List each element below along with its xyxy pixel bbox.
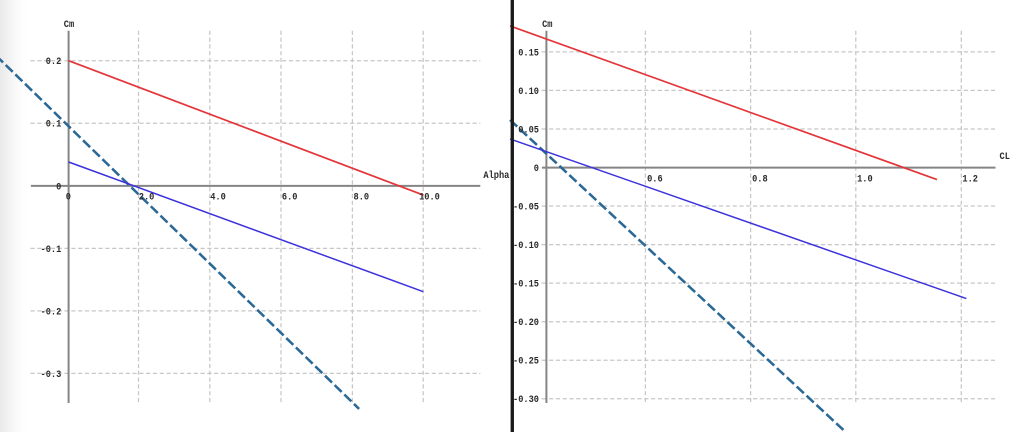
svg-text:Cm: Cm [542,20,552,31]
svg-text:-0.05: -0.05 [513,202,539,213]
svg-text:Alpha: Alpha [483,170,509,182]
svg-text:-0.10: -0.10 [513,241,539,252]
svg-text:-0.1: -0.1 [41,245,62,256]
svg-text:-0.3: -0.3 [41,370,62,381]
svg-text:-0.25: -0.25 [513,357,539,368]
svg-text:-0.15: -0.15 [513,280,539,291]
svg-text:CL: CL [1000,152,1010,163]
svg-text:8.0: 8.0 [354,193,370,204]
svg-text:0: 0 [66,193,71,204]
svg-text:1.0: 1.0 [857,174,873,185]
svg-text:Cm: Cm [64,20,74,31]
svg-text:4.0: 4.0 [210,193,226,204]
svg-text:0.10: 0.10 [518,87,539,98]
svg-text:0.05: 0.05 [518,125,539,136]
svg-text:10.0: 10.0 [419,193,440,204]
svg-text:-0.30: -0.30 [513,395,539,406]
svg-text:0.15: 0.15 [518,48,539,59]
svg-text:0: 0 [534,164,539,175]
svg-text:6.0: 6.0 [282,193,298,204]
svg-text:0.8: 0.8 [752,174,768,185]
svg-text:0.1: 0.1 [46,120,62,131]
svg-text:1.2: 1.2 [962,174,978,185]
svg-text:-0.20: -0.20 [513,318,539,329]
svg-text:0.2: 0.2 [46,57,62,68]
svg-text:0: 0 [56,182,61,193]
svg-text:2.0: 2.0 [139,193,155,204]
svg-text:0.6: 0.6 [647,174,663,185]
svg-text:-0.2: -0.2 [41,307,62,318]
